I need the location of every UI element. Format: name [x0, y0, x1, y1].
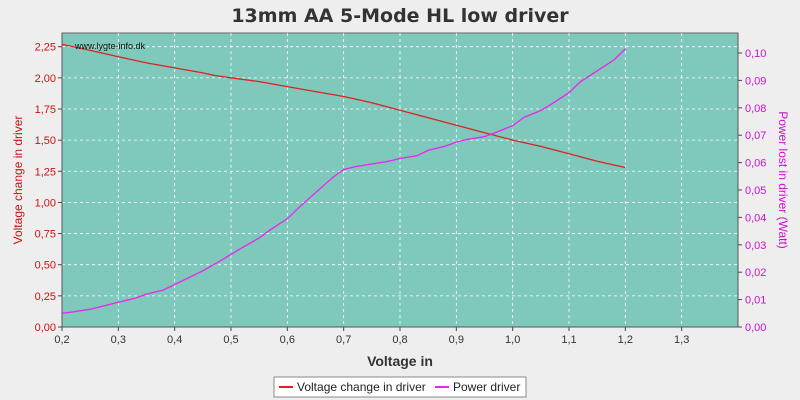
y-left-tick-label: 0,00 — [35, 322, 56, 334]
voltage-change-series-line — [61, 43, 626, 169]
y-right-tick-label: 0,09 — [745, 75, 766, 87]
y-right-tick-label: 0,06 — [745, 158, 766, 170]
series-layer — [61, 43, 626, 314]
y-left-tick-label: 1,25 — [35, 166, 56, 178]
y-right-tick-label: 0,02 — [745, 267, 766, 279]
x-tick-label: 0,8 — [392, 334, 407, 346]
chart-title: 13mm AA 5-Mode HL low driver — [231, 5, 569, 27]
x-tick-label: 0,7 — [336, 334, 351, 346]
y-left-tick-label: 2,25 — [35, 42, 56, 54]
x-tick-label: 0,4 — [167, 334, 182, 346]
legend-entry-voltage: Voltage change in driver — [297, 380, 426, 394]
x-tick-label: 1,1 — [561, 334, 576, 346]
y-right-tick-label: 0,04 — [745, 212, 766, 224]
x-tick-label: 1,0 — [505, 334, 520, 346]
x-tick-label: 1,3 — [674, 334, 689, 346]
y-left-tick-label: 0,75 — [35, 229, 56, 241]
y-left-tick-label: 1,50 — [35, 135, 56, 147]
y-right-tick-label: 0,10 — [745, 48, 766, 60]
y-right-tick-label: 0,07 — [745, 130, 766, 142]
x-tick-label: 0,3 — [111, 334, 126, 346]
y-right-tick-label: 0,05 — [745, 185, 766, 197]
x-tick-label: 0,6 — [280, 334, 295, 346]
y-left-tick-label: 1,75 — [35, 104, 56, 116]
x-tick-label: 1,2 — [618, 334, 633, 346]
x-axis-label: Voltage in — [367, 353, 433, 369]
y-right-tick-label: 0,01 — [745, 295, 766, 307]
y-right-tick-label: 0,00 — [745, 322, 766, 334]
x-tick-label: 0,5 — [223, 334, 238, 346]
axes-layer: 0,2 0,3 0,4 0,5 0,6 0,7 0,8 0,9 1,0 1,1 1,2 1,3 0,00… — [35, 33, 766, 346]
y-left-tick-label: 0,50 — [35, 260, 56, 272]
y-right-tick-label: 0,08 — [745, 103, 766, 115]
legend-box — [273, 376, 527, 398]
legend: Voltage change in driver Power driver — [273, 376, 527, 398]
y-right-tick-label: 0,03 — [745, 240, 766, 252]
y-left-axis-label: Voltage change in driver — [11, 116, 25, 245]
y-left-tick-label: 0,25 — [35, 291, 56, 303]
legend-entry-power: Power driver — [453, 380, 520, 394]
y-left-tick-label: 1,00 — [35, 197, 56, 209]
y-left-tick-label: 2,00 — [35, 73, 56, 85]
x-tick-label: 0,9 — [449, 334, 464, 346]
y-right-axis-label: Power lost in driver (Watt) — [776, 111, 790, 249]
x-tick-label: 0,2 — [54, 334, 69, 346]
watermark: www.lygte-info.dk — [74, 41, 146, 51]
power-driver-series-line — [61, 48, 626, 314]
